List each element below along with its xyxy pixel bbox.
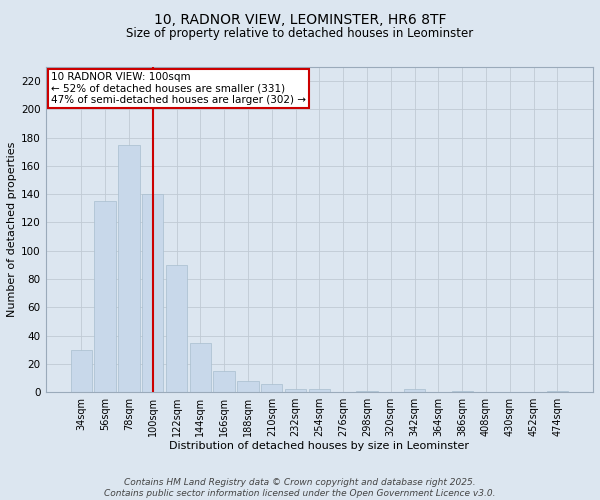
Bar bbox=[285, 390, 306, 392]
Text: 10, RADNOR VIEW, LEOMINSTER, HR6 8TF: 10, RADNOR VIEW, LEOMINSTER, HR6 8TF bbox=[154, 12, 446, 26]
Bar bbox=[118, 144, 140, 392]
Text: 10 RADNOR VIEW: 100sqm
← 52% of detached houses are smaller (331)
47% of semi-de: 10 RADNOR VIEW: 100sqm ← 52% of detached… bbox=[51, 72, 306, 105]
Bar bbox=[547, 390, 568, 392]
Bar bbox=[404, 390, 425, 392]
Bar bbox=[356, 390, 378, 392]
X-axis label: Distribution of detached houses by size in Leominster: Distribution of detached houses by size … bbox=[169, 440, 469, 450]
Bar bbox=[142, 194, 163, 392]
Y-axis label: Number of detached properties: Number of detached properties bbox=[7, 142, 17, 317]
Bar bbox=[452, 390, 473, 392]
Bar bbox=[166, 265, 187, 392]
Bar bbox=[237, 381, 259, 392]
Bar bbox=[261, 384, 283, 392]
Text: Contains HM Land Registry data © Crown copyright and database right 2025.
Contai: Contains HM Land Registry data © Crown c… bbox=[104, 478, 496, 498]
Bar bbox=[308, 390, 330, 392]
Bar bbox=[94, 202, 116, 392]
Bar bbox=[190, 342, 211, 392]
Bar bbox=[214, 371, 235, 392]
Bar bbox=[71, 350, 92, 392]
Text: Size of property relative to detached houses in Leominster: Size of property relative to detached ho… bbox=[127, 28, 473, 40]
